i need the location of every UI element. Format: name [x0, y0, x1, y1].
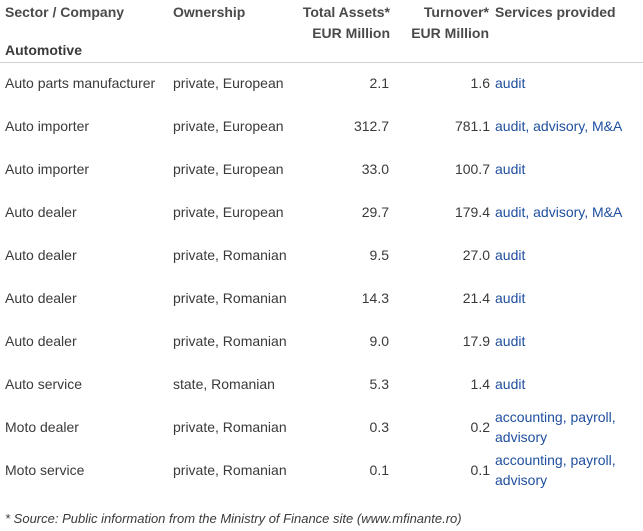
- cell-ownership: private, European: [173, 75, 284, 91]
- table-row: Auto importer private, European 33.0 100…: [0, 149, 643, 192]
- cell-total-assets: 14.3: [361, 290, 389, 306]
- cell-services-link[interactable]: audit: [495, 333, 526, 349]
- services-line: accounting, payroll,: [495, 409, 616, 425]
- cell-total-assets: 0.1: [369, 462, 389, 478]
- cell-turnover: 0.1: [470, 462, 490, 478]
- cell-turnover: 179.4: [454, 204, 490, 220]
- cell-sector: Auto service: [5, 376, 83, 392]
- cell-sector: Auto importer: [5, 161, 90, 177]
- header-divider: [0, 62, 643, 63]
- header-total-assets-unit: EUR Million: [312, 25, 390, 41]
- cell-services-link[interactable]: audit: [495, 247, 526, 263]
- cell-ownership: private, European: [173, 118, 284, 134]
- header-ownership: Ownership: [173, 4, 246, 20]
- cell-services-link[interactable]: audit: [495, 376, 526, 392]
- cell-total-assets: 9.5: [369, 247, 389, 263]
- header-sector: Sector / Company: [5, 4, 125, 20]
- table-row: Auto dealer private, Romanian 9.5 27.0 a…: [0, 235, 643, 278]
- cell-sector: Auto importer: [5, 118, 90, 134]
- cell-turnover: 27.0: [462, 247, 490, 263]
- table-row: Auto dealer private, Romanian 14.3 21.4 …: [0, 278, 643, 321]
- header-turnover-label: Turnover*: [423, 4, 489, 20]
- cell-sector: Auto dealer: [5, 290, 77, 306]
- header-total-assets-label: Total Assets*: [302, 4, 390, 20]
- cell-turnover: 781.1: [454, 118, 490, 134]
- cell-total-assets: 0.3: [369, 419, 389, 435]
- cell-turnover: 17.9: [462, 333, 490, 349]
- cell-total-assets: 33.0: [361, 161, 389, 177]
- section-title: Automotive: [5, 42, 82, 58]
- header-turnover-unit: EUR Million: [411, 25, 489, 41]
- table-row: Moto dealer private, Romanian 0.3 0.2 ac…: [0, 407, 643, 450]
- cell-total-assets: 5.3: [369, 376, 389, 392]
- header-total-assets: Total Assets* EUR Million: [303, 2, 390, 44]
- cell-ownership: private, Romanian: [173, 333, 287, 349]
- cell-services-link[interactable]: audit, advisory, M&A: [495, 118, 623, 134]
- cell-turnover: 1.4: [470, 376, 490, 392]
- cell-services-link[interactable]: audit: [495, 290, 526, 306]
- cell-total-assets: 29.7: [361, 204, 389, 220]
- source-footnote: * Source: Public information from the Mi…: [5, 511, 462, 526]
- services-line: advisory: [495, 472, 548, 488]
- cell-services-link[interactable]: accounting, payroll, advisory: [495, 450, 640, 490]
- table-row: Auto parts manufacturer private, Europea…: [0, 63, 643, 106]
- table-header: Sector / Company Ownership Total Assets*…: [0, 0, 643, 62]
- cell-ownership: state, Romanian: [173, 376, 275, 392]
- cell-ownership: private, European: [173, 161, 284, 177]
- cell-total-assets: 9.0: [369, 333, 389, 349]
- header-turnover: Turnover* EUR Million: [411, 2, 489, 44]
- table-row: Auto importer private, European 312.7 78…: [0, 106, 643, 149]
- table-row: Auto service state, Romanian 5.3 1.4 aud…: [0, 364, 643, 407]
- cell-ownership: private, Romanian: [173, 462, 287, 478]
- cell-ownership: private, Romanian: [173, 419, 287, 435]
- cell-services-link[interactable]: audit: [495, 75, 526, 91]
- table-row: Auto dealer private, Romanian 9.0 17.9 a…: [0, 321, 643, 364]
- services-line: accounting, payroll,: [495, 452, 616, 468]
- cell-services-link[interactable]: accounting, payroll, advisory: [495, 407, 640, 447]
- cell-sector: Auto dealer: [5, 247, 77, 263]
- cell-sector: Auto dealer: [5, 333, 77, 349]
- cell-ownership: private, European: [173, 204, 284, 220]
- cell-total-assets: 312.7: [353, 118, 389, 134]
- cell-turnover: 100.7: [454, 161, 490, 177]
- cell-turnover: 0.2: [470, 419, 490, 435]
- cell-sector: Auto parts manufacturer: [5, 75, 156, 91]
- cell-total-assets: 2.1: [369, 75, 389, 91]
- table-row: Moto service private, Romanian 0.1 0.1 a…: [0, 450, 643, 493]
- services-line: advisory: [495, 429, 548, 445]
- cell-ownership: private, Romanian: [173, 247, 287, 263]
- cell-turnover: 1.6: [470, 75, 490, 91]
- cell-ownership: private, Romanian: [173, 290, 287, 306]
- cell-services-link[interactable]: audit: [495, 161, 526, 177]
- cell-services-link[interactable]: audit, advisory, M&A: [495, 204, 623, 220]
- cell-sector: Auto dealer: [5, 204, 77, 220]
- header-services: Services provided: [495, 4, 616, 20]
- table-row: Auto dealer private, European 29.7 179.4…: [0, 192, 643, 235]
- cell-turnover: 21.4: [462, 290, 490, 306]
- cell-sector: Moto dealer: [5, 419, 79, 435]
- cell-sector: Moto service: [5, 462, 85, 478]
